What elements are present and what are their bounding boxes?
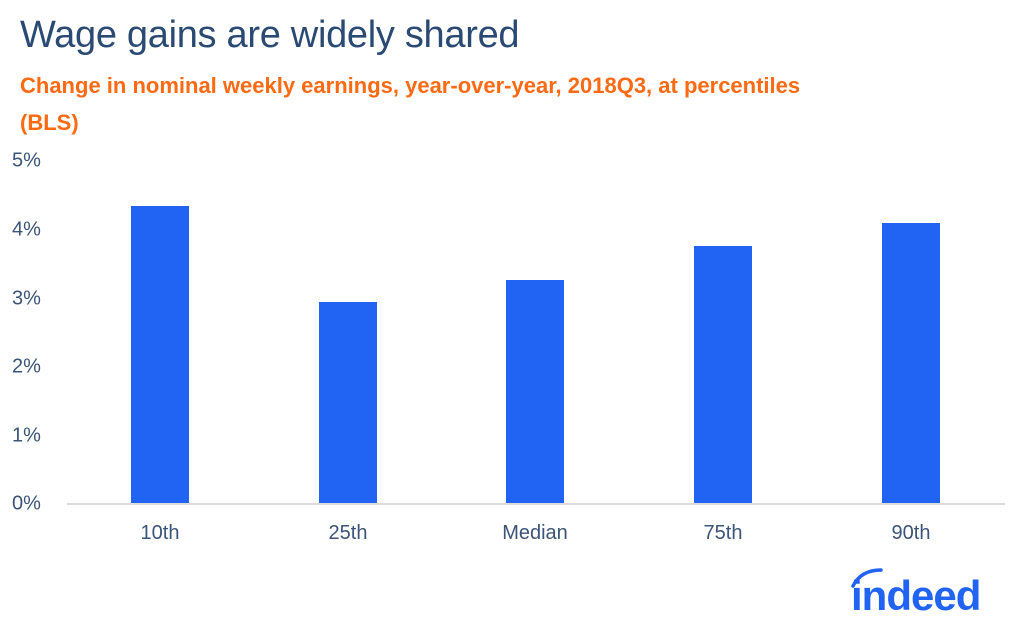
logo-arc-icon [851,568,883,588]
bar-75th [694,246,752,504]
chart-subtitle: Change in nominal weekly earnings, year-… [20,73,801,135]
y-tick-2: 2% [12,355,41,378]
x-tick-90th: 90th [891,522,931,544]
y-tick-4: 4% [12,218,41,241]
bar-10th [131,205,189,504]
x-tick-10th: 10th [140,522,180,544]
x-axis-line [67,503,1005,505]
y-tick-5: 5% [12,149,41,172]
indeed-logo: indeed [851,568,981,616]
x-tick-75th: 75th [703,522,743,544]
y-tick-0: 0% [12,492,41,515]
svg-text:indeed: indeed [851,572,980,616]
bar-90th [882,222,940,504]
y-tick-1: 1% [12,424,41,447]
bar-median [506,280,564,504]
x-tick-median: Median [502,522,568,544]
x-tick-25th: 25th [328,522,368,544]
chart-title: Wage gains are widely shared [20,14,520,56]
y-tick-3: 3% [12,287,41,310]
bar-25th [319,301,377,504]
